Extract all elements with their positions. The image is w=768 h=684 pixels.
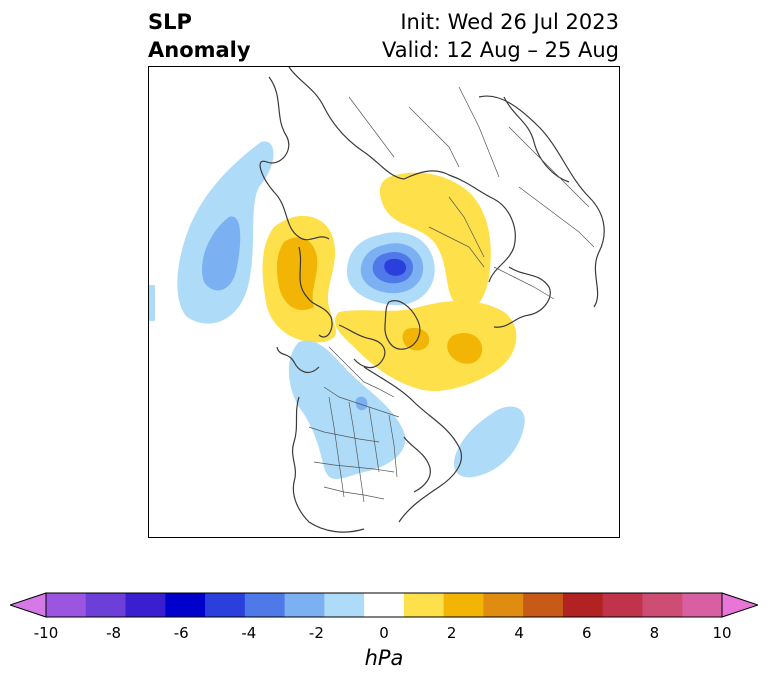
colorbar-segment [46, 593, 87, 617]
anomaly-negative-arctic [347, 232, 435, 306]
colorbar-unit-label: hPa [364, 646, 404, 670]
colorbar-segment [284, 593, 325, 617]
colorbar-tick-label: 10 [712, 624, 732, 642]
colorbar-segment [562, 593, 604, 617]
colorbar-segment [642, 593, 683, 617]
title-line-2: Anomaly [148, 38, 251, 62]
colorbar-segment [165, 593, 206, 617]
colorbar-segment [483, 593, 524, 617]
colorbar-border [45, 592, 723, 618]
coastlines [259, 67, 605, 533]
init-date-label: Init: Wed 26 Jul 2023 [400, 10, 619, 34]
country-borders [308, 86, 595, 503]
colorbar-tick-label: -8 [106, 624, 122, 642]
forecast-dates: Init: Wed 26 Jul 2023 Valid: 12 Aug – 25… [382, 8, 619, 64]
title-line-1: SLP [148, 10, 192, 34]
colorbar-extend-min [10, 592, 47, 618]
colorbar-tick-label: -6 [173, 624, 189, 642]
anomaly-map [149, 67, 605, 533]
colorbar-segment [403, 593, 445, 617]
colorbar-tick-label: -4 [241, 624, 257, 642]
colorbar-segment [364, 593, 405, 617]
anomaly-positive-greenland [334, 300, 517, 392]
anomaly-negative-north-america [288, 340, 406, 479]
colorbar-segment [523, 593, 564, 617]
colorbar-tick-label: -2 [308, 624, 324, 642]
colorbar-segment [682, 593, 723, 617]
map-title: SLP Anomaly [148, 8, 251, 64]
colorbar-tick-label: 8 [649, 624, 660, 642]
valid-date-label: Valid: 12 Aug – 25 Aug [381, 38, 619, 62]
colorbar-tick-label: 0 [379, 624, 389, 642]
anomaly-positive-scandinavia [379, 172, 491, 309]
colorbar-tick-label: -10 [33, 624, 59, 642]
colorbar-segment [85, 593, 127, 617]
colorbar-segment [205, 593, 246, 617]
colorbar [10, 592, 758, 618]
map-panel [148, 66, 620, 538]
anomaly-positive-siberia [262, 215, 336, 343]
colorbar-extend-max [721, 592, 758, 618]
colorbar-segment [443, 593, 484, 617]
colorbar-segment [602, 593, 643, 617]
colorbar-tick-label: 4 [514, 624, 524, 642]
colorbar-tick-label: 2 [446, 624, 457, 642]
anomaly-negative-atlantic [454, 406, 525, 478]
anomaly-negative-north-pacific [149, 141, 274, 324]
colorbar-segment [324, 593, 365, 617]
colorbar-tick-label: 6 [582, 624, 592, 642]
colorbar-segment [244, 593, 286, 617]
colorbar-segment [125, 593, 166, 617]
